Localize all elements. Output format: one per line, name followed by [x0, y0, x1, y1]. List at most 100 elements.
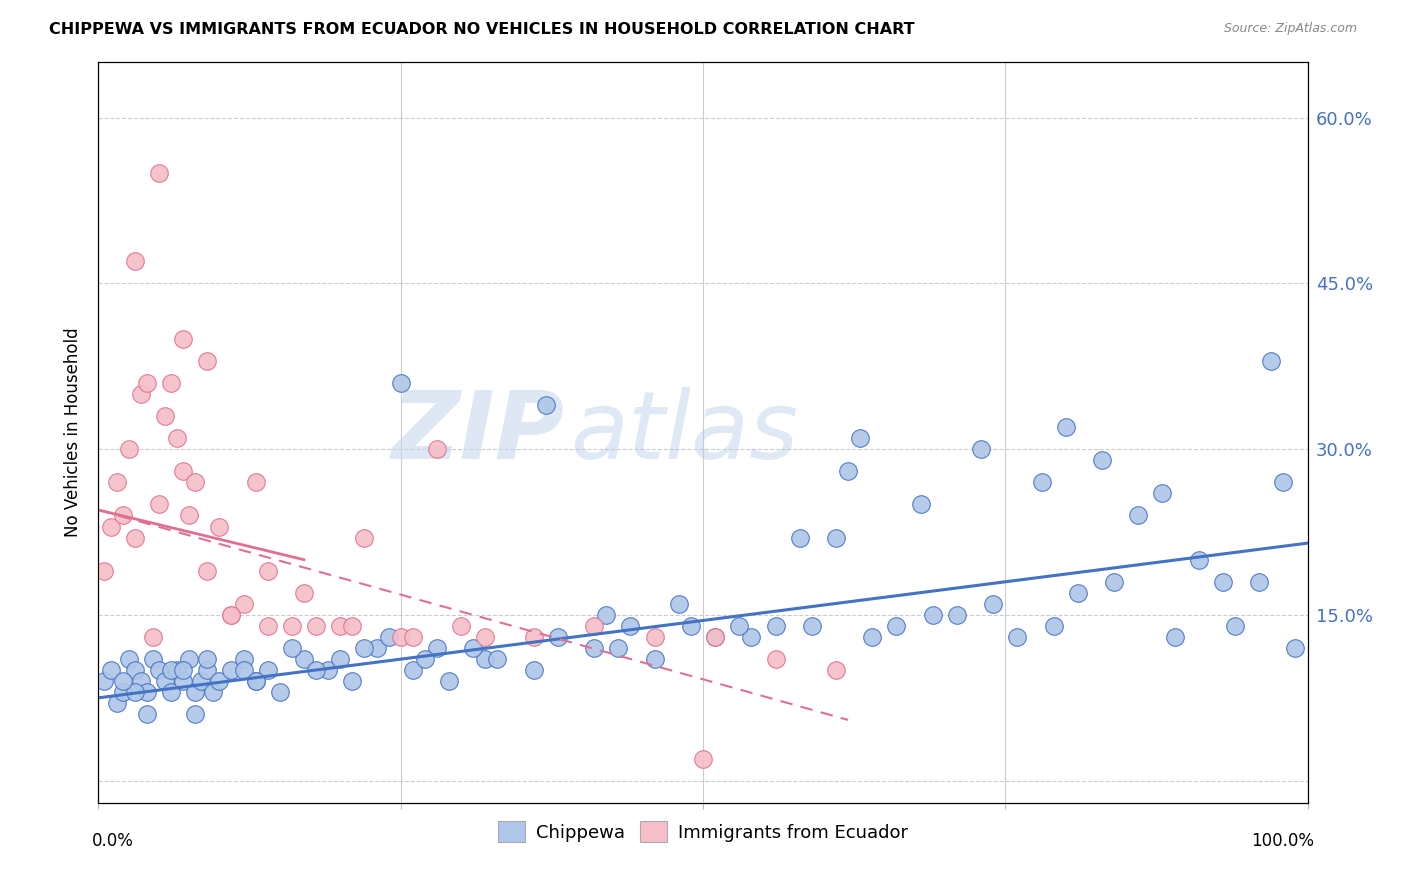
Point [135, 707, 157, 722]
Point [292, 652, 315, 666]
Y-axis label: No Vehicles in Household: No Vehicles in Household [65, 327, 83, 538]
Point [172, 663, 194, 677]
Point [195, 353, 218, 368]
Point [1007, 630, 1029, 644]
Point [245, 674, 267, 689]
Point [1260, 353, 1282, 368]
Point [1152, 486, 1174, 500]
Point [740, 630, 762, 644]
Point [789, 531, 811, 545]
Point [184, 707, 207, 722]
Point [124, 663, 146, 677]
Point [389, 630, 412, 644]
Point [111, 685, 134, 699]
Point [366, 641, 388, 656]
Point [232, 652, 254, 666]
Point [765, 652, 787, 666]
Point [221, 607, 243, 622]
Text: CHIPPEWA VS IMMIGRANTS FROM ECUADOR NO VEHICLES IN HOUSEHOLD CORRELATION CHART: CHIPPEWA VS IMMIGRANTS FROM ECUADOR NO V… [49, 22, 915, 37]
Point [232, 597, 254, 611]
Point [160, 685, 183, 699]
Point [153, 674, 176, 689]
Point [595, 607, 617, 622]
Point [135, 376, 157, 390]
Point [148, 166, 170, 180]
Point [124, 685, 146, 699]
Point [316, 663, 339, 677]
Point [245, 475, 267, 490]
Point [921, 607, 943, 622]
Point [342, 674, 364, 689]
Point [129, 674, 152, 689]
Point [1102, 574, 1125, 589]
Point [148, 663, 170, 677]
Text: atlas: atlas [569, 387, 799, 478]
Point [825, 531, 848, 545]
Point [1042, 619, 1064, 633]
Point [184, 685, 207, 699]
Point [166, 663, 188, 677]
Point [195, 564, 218, 578]
Point [179, 508, 201, 523]
Legend: Chippewa, Immigrants from Ecuador: Chippewa, Immigrants from Ecuador [491, 814, 915, 849]
Point [910, 498, 932, 512]
Point [195, 663, 218, 677]
Point [245, 674, 267, 689]
Point [704, 630, 727, 644]
Point [148, 498, 170, 512]
Point [353, 641, 375, 656]
Point [1031, 475, 1053, 490]
Point [800, 619, 823, 633]
Point [886, 619, 908, 633]
Point [153, 409, 176, 423]
Point [668, 597, 690, 611]
Point [172, 464, 194, 478]
Point [619, 619, 641, 633]
Point [190, 674, 212, 689]
Point [105, 475, 128, 490]
Point [329, 652, 352, 666]
Point [93, 674, 115, 689]
Point [166, 431, 188, 445]
Point [184, 475, 207, 490]
Point [474, 630, 496, 644]
Point [256, 663, 278, 677]
Point [402, 630, 425, 644]
Text: Source: ZipAtlas.com: Source: ZipAtlas.com [1223, 22, 1357, 36]
Point [172, 674, 194, 689]
Point [849, 431, 872, 445]
Text: 100.0%: 100.0% [1250, 832, 1313, 850]
Point [329, 619, 352, 633]
Point [202, 685, 225, 699]
Point [1272, 475, 1295, 490]
Point [142, 652, 165, 666]
Point [111, 674, 134, 689]
Point [1067, 586, 1090, 600]
Point [124, 531, 146, 545]
Point [728, 619, 751, 633]
Point [256, 619, 278, 633]
Point [305, 619, 328, 633]
Point [1054, 420, 1077, 434]
Point [1249, 574, 1271, 589]
Point [450, 619, 472, 633]
Point [644, 652, 666, 666]
Point [281, 641, 304, 656]
Point [172, 332, 194, 346]
Point [474, 652, 496, 666]
Point [118, 652, 141, 666]
Point [208, 519, 231, 533]
Point [1128, 508, 1150, 523]
Point [221, 663, 243, 677]
Point [100, 663, 122, 677]
Point [523, 663, 546, 677]
Point [160, 376, 183, 390]
Point [486, 652, 509, 666]
Point [342, 619, 364, 633]
Point [547, 630, 569, 644]
Point [679, 619, 702, 633]
Point [523, 630, 546, 644]
Point [437, 674, 460, 689]
Point [124, 254, 146, 268]
Point [135, 685, 157, 699]
